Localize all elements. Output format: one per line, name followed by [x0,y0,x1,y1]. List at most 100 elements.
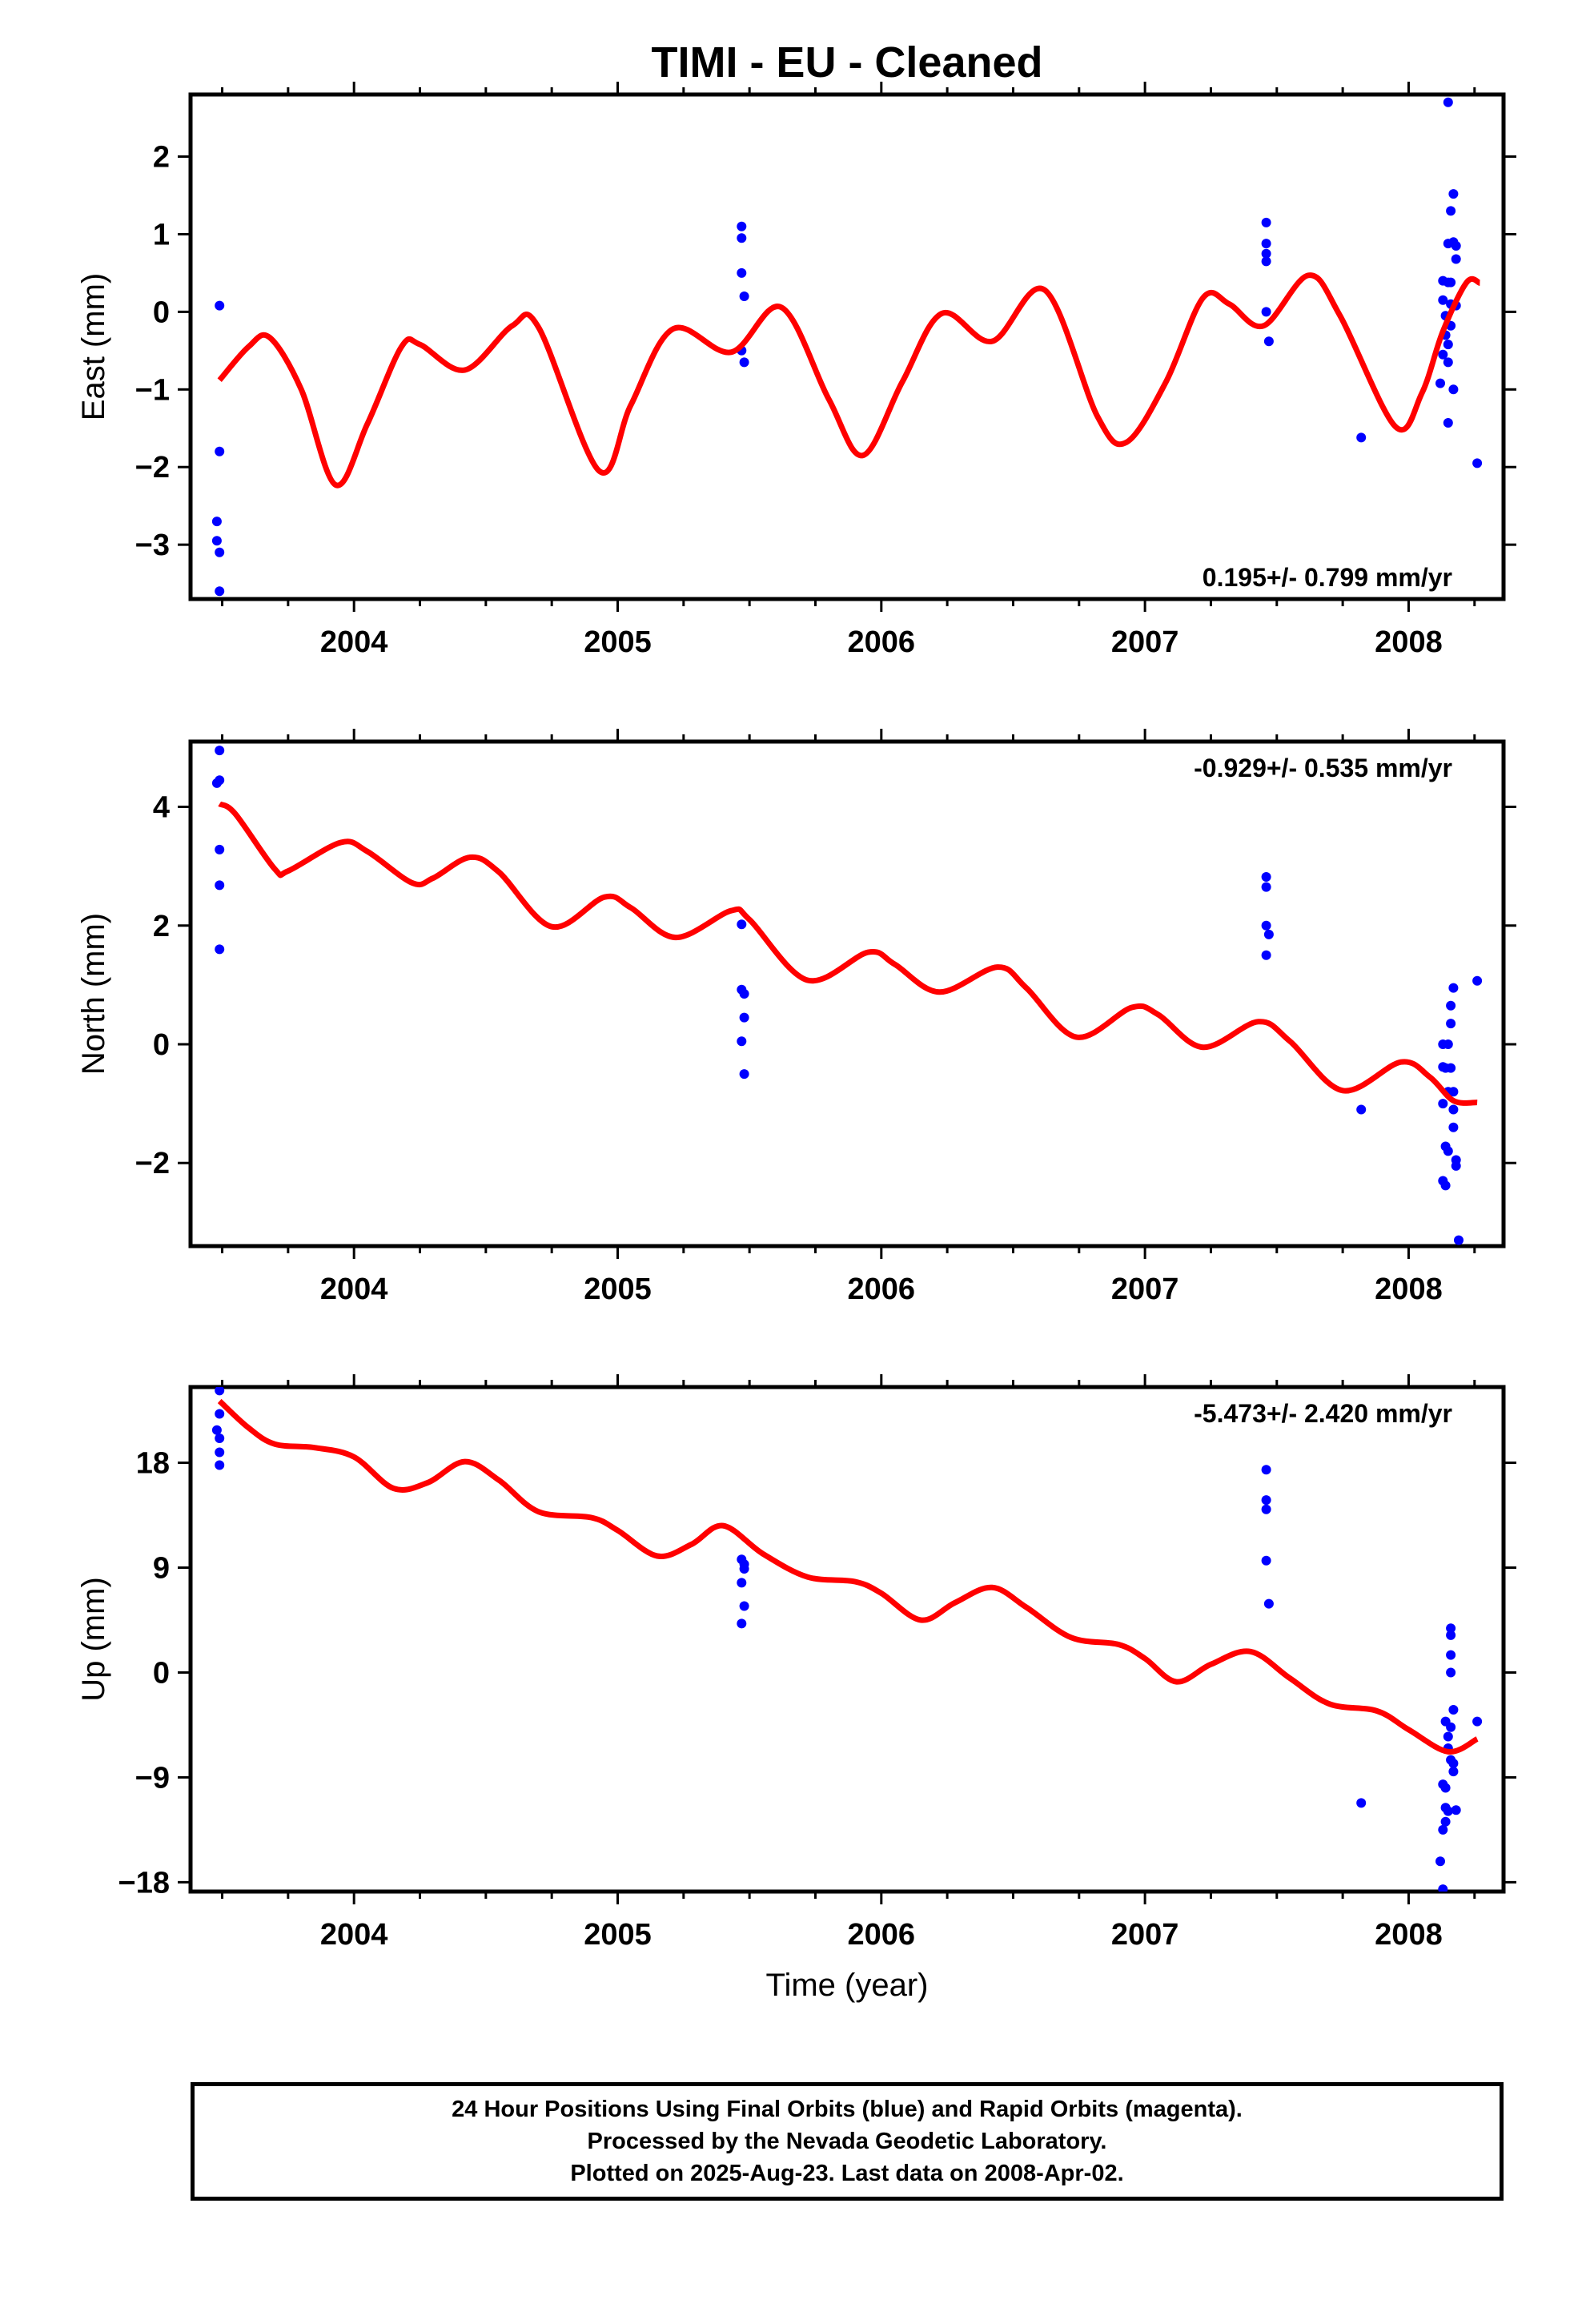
north-data-point [1261,920,1271,931]
footer-line-dates: Plotted on 2025-Aug-23. Last data on 200… [570,2161,1124,2186]
up-ytick-label: 18 [136,1447,170,1481]
up-data-point [215,1447,225,1458]
up-data-point [739,1601,749,1611]
east-ytick-label: −1 [135,373,170,407]
east-data-point [215,300,225,311]
up-data-point [1448,1759,1459,1768]
north-data-point [1440,1180,1451,1191]
north-xtick-label: 2006 [848,1273,916,1306]
north-xtick-label: 2005 [584,1273,652,1306]
up-data-point [1446,1650,1456,1660]
east-data-point [1263,336,1274,347]
east-rate-label: 0.195+/- 0.799 mm/yr [1203,563,1452,592]
east-xtick-label: 2007 [1111,625,1179,659]
up-ytick-label: 9 [153,1552,170,1586]
north-data-point [1261,872,1271,882]
north-data-point [1454,1235,1464,1245]
up-data-point [211,1425,222,1435]
up-model-fit-line [217,1398,1479,1755]
north-data-point [1446,1019,1456,1029]
panel-east: 2004 2005 2006 2007 2008 2 1 0 −1 −2 −3 East (mm) 0.… [76,82,1516,659]
up-ylabel: Up (mm) [76,1577,111,1702]
north-data-point [1472,975,1483,986]
north-data-point [1451,1160,1461,1171]
up-rate-label: -5.473+/- 2.420 mm/yr [1194,1399,1452,1428]
up-data-point [1261,1465,1271,1475]
east-data-point [1472,458,1483,468]
north-data-point [1448,1104,1459,1115]
up-xtick-label: 2007 [1111,1918,1179,1952]
up-data-point [1448,1705,1459,1715]
east-data-point [215,586,225,597]
east-data-point [739,357,749,368]
east-data-point [739,292,749,301]
north-data-point [1356,1104,1367,1115]
up-data-point [1261,1555,1271,1566]
north-data-point [1443,1146,1453,1156]
up-data-point [1446,1667,1456,1678]
up-ytick-label: 0 [153,1656,170,1690]
footer-line-processor: Processed by the Nevada Geodetic Laborat… [587,2129,1107,2154]
north-data-point [1261,950,1271,960]
north-data-point [215,844,225,854]
east-data-point [1438,295,1448,305]
east-data-point [1438,349,1448,360]
north-data-point [1443,1039,1453,1049]
east-data-point [211,536,222,546]
east-xtick-label: 2008 [1375,625,1443,659]
processing-info-box: 24 Hour Positions Using Final Orbits (bl… [191,2082,1504,2201]
east-data-point [737,233,747,243]
up-plot-frame [188,1385,1506,1894]
up-xtick-label: 2008 [1375,1918,1443,1952]
east-data-point [1435,378,1445,388]
up-data-point [739,1564,749,1574]
up-data-point [1356,1798,1367,1808]
east-data-point [1448,189,1459,199]
north-plot-frame [188,739,1506,1248]
panel-up: 2004 2005 2006 2007 2008 18 9 0 −9 −18 Up (mm) Time… [76,1374,1516,2003]
up-data-point [215,1460,225,1470]
north-data-point [737,919,747,930]
up-data-point [1440,1783,1451,1793]
north-data-point [739,989,749,999]
east-data-point [1261,307,1271,317]
north-data-point [1446,1000,1456,1011]
up-final-orbit-points [211,1387,1483,1892]
up-data-point [1261,1495,1271,1506]
east-data-point [1446,277,1456,287]
east-ytick-label: 0 [153,296,170,329]
up-data-point [1263,1598,1274,1609]
north-final-orbit-points [211,746,1483,1245]
north-xtick-label: 2008 [1375,1273,1443,1306]
east-data-point [737,267,747,278]
east-plot-frame [188,92,1506,601]
up-xtick-label: 2004 [320,1918,388,1952]
north-data-point [1438,1099,1448,1109]
east-xtick-label: 2005 [584,625,652,659]
east-ytick-label: 1 [153,218,170,251]
up-data-point [1446,1623,1456,1634]
up-data-point [1440,1816,1451,1827]
north-data-point [1448,983,1459,993]
east-data-point [1443,97,1453,107]
up-xtick-label: 2005 [584,1918,652,1952]
up-data-point [1451,1805,1461,1815]
north-data-point [1448,1122,1459,1132]
east-xtick-label: 2004 [320,625,388,659]
east-data-point [1356,432,1367,443]
east-data-point [1443,357,1453,368]
north-data-point [215,944,225,955]
east-data-point [215,446,225,456]
up-ytick-label: −9 [135,1761,170,1795]
north-data-point [737,1036,747,1047]
east-ylabel: East (mm) [76,273,111,420]
east-ytick-label: −2 [135,451,170,485]
east-data-point [1443,418,1453,428]
north-ytick-label: −2 [135,1147,170,1180]
north-model-fit-line [218,801,1478,1106]
up-data-point [1435,1856,1445,1867]
east-data-point [1451,241,1461,251]
east-data-point [1443,340,1453,350]
east-data-point [1451,254,1461,264]
